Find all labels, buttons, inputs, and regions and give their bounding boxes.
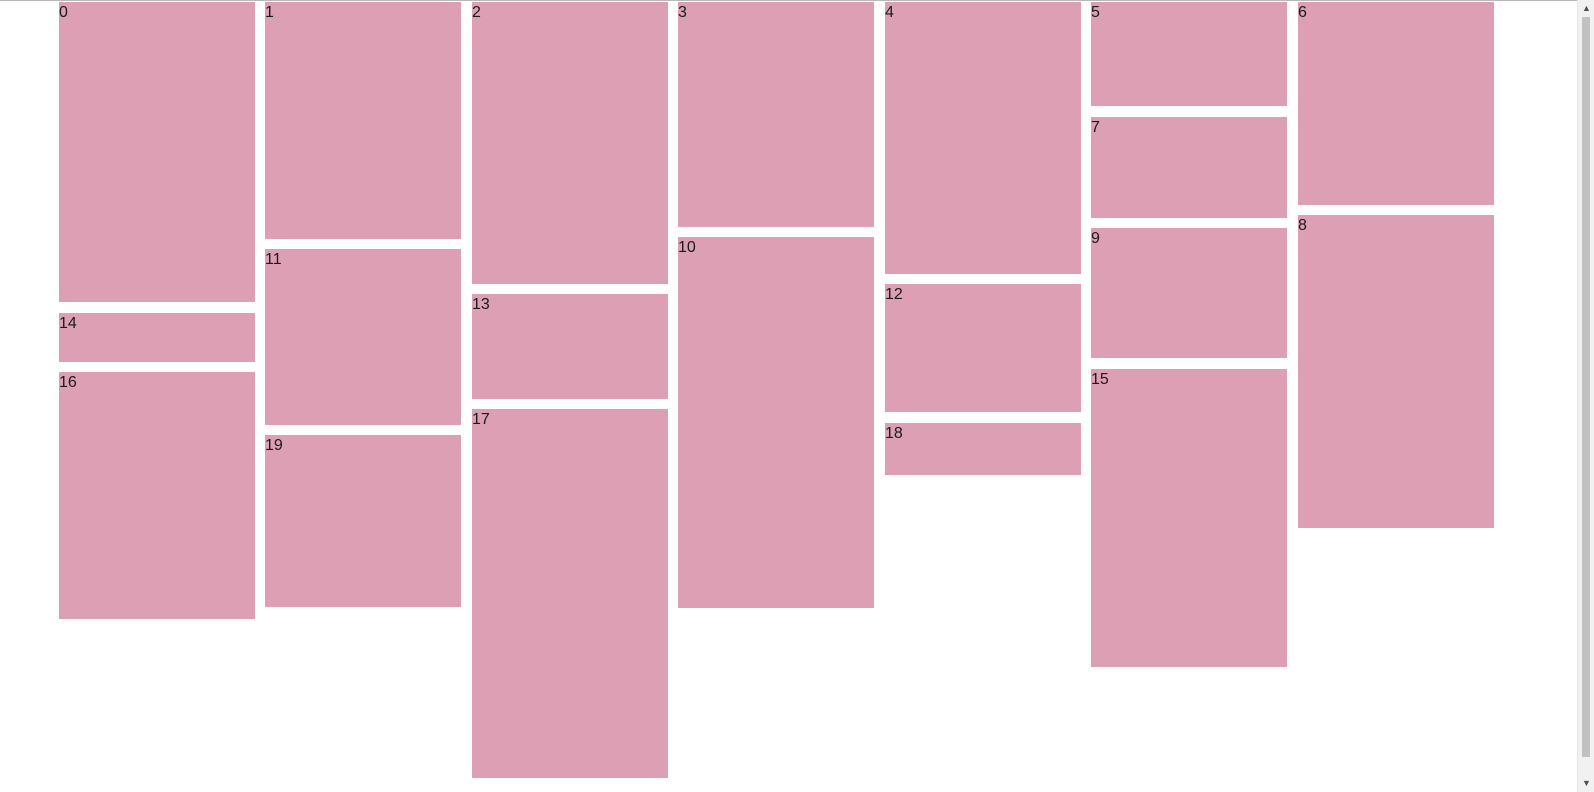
masonry-item-16: 16: [59, 372, 255, 619]
item-label: 11: [265, 251, 282, 268]
item-label: 13: [472, 296, 490, 313]
scrollbar-thumb[interactable]: [1582, 17, 1590, 757]
masonry-item-2: 2: [472, 2, 668, 284]
masonry-item-12: 12: [885, 284, 1081, 412]
masonry-item-1: 1: [265, 2, 461, 239]
item-label: 4: [885, 4, 894, 21]
item-label: 2: [472, 4, 481, 21]
masonry-item-18: 18: [885, 423, 1081, 475]
masonry-item-0: 0: [59, 2, 255, 302]
item-label: 7: [1091, 119, 1100, 136]
masonry-item-14: 14: [59, 313, 255, 362]
item-label: 10: [678, 239, 696, 256]
item-label: 3: [678, 4, 687, 21]
scroll-down-arrow-icon[interactable]: ▼: [1582, 778, 1591, 788]
item-label: 17: [472, 411, 490, 428]
masonry-item-6: 6: [1298, 2, 1494, 205]
item-label: 6: [1298, 4, 1307, 21]
masonry-item-9: 9: [1091, 228, 1287, 358]
masonry-item-17: 17: [472, 409, 668, 778]
item-label: 18: [885, 425, 903, 442]
masonry-item-10: 10: [678, 237, 874, 608]
top-border: [0, 0, 1594, 1]
item-label: 5: [1091, 4, 1100, 21]
item-label: 8: [1298, 217, 1307, 234]
vertical-scrollbar[interactable]: ▲ ▼: [1577, 0, 1594, 792]
item-label: 15: [1091, 371, 1109, 388]
item-label: 19: [265, 437, 283, 454]
masonry-item-19: 19: [265, 435, 461, 607]
scroll-up-arrow-icon[interactable]: ▲: [1582, 3, 1591, 13]
masonry-item-5: 5: [1091, 2, 1287, 106]
masonry-item-15: 15: [1091, 369, 1287, 667]
item-label: 1: [265, 4, 274, 21]
item-label: 9: [1091, 230, 1100, 247]
masonry-item-3: 3: [678, 2, 874, 227]
item-label: 0: [59, 4, 68, 21]
item-label: 16: [59, 374, 77, 391]
masonry-item-11: 11: [265, 249, 461, 425]
item-label: 12: [885, 286, 903, 303]
masonry-item-4: 4: [885, 2, 1081, 274]
masonry-item-7: 7: [1091, 117, 1287, 218]
item-label: 14: [59, 315, 77, 332]
masonry-item-8: 8: [1298, 215, 1494, 528]
masonry-item-13: 13: [472, 294, 668, 399]
